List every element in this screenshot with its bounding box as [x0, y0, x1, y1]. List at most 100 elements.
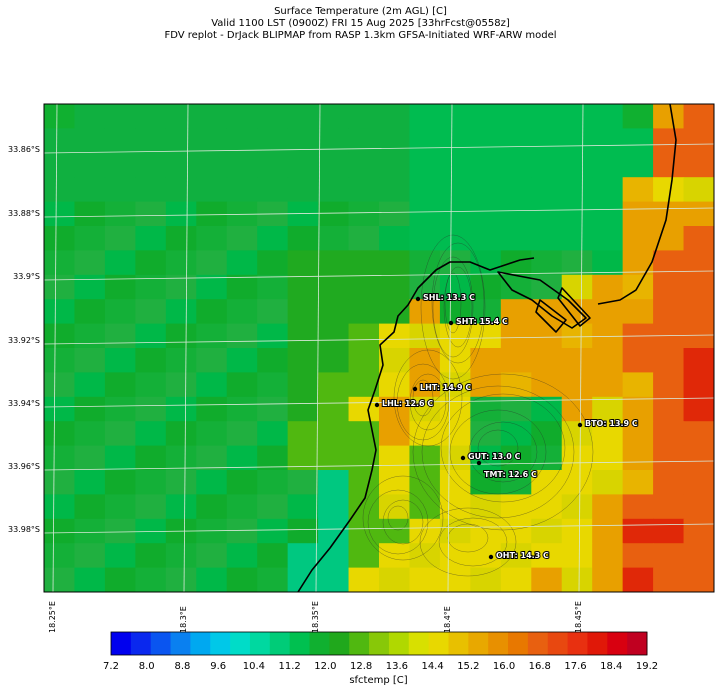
- grid-cell: [257, 128, 289, 154]
- latitude-line: [44, 460, 714, 471]
- grid-cell: [592, 421, 624, 447]
- grid-cell: [561, 518, 593, 544]
- grid-cell: [196, 470, 228, 495]
- grid-cell: [531, 226, 563, 251]
- grid-cell: [500, 348, 532, 373]
- grid-cell: [348, 543, 380, 569]
- grid-cell: [165, 396, 197, 422]
- colorbar-tick-label: 14.4: [421, 661, 444, 672]
- contour-line: [420, 234, 486, 380]
- grid-cell: [653, 128, 685, 154]
- grid-cell: [74, 128, 106, 154]
- station-bto-marker: [577, 422, 583, 428]
- grid-cell: [500, 250, 532, 276]
- grid-cell: [318, 177, 350, 203]
- station-sht-marker: [448, 320, 454, 326]
- grid-cell: [683, 543, 714, 569]
- colorbar-swatch: [269, 632, 291, 655]
- grid-cell: [622, 470, 654, 495]
- grid-cell: [226, 543, 258, 569]
- grid-cell: [196, 299, 228, 325]
- grid-cell: [104, 421, 136, 447]
- colorbar-swatch: [587, 632, 608, 655]
- latitude-line: [44, 270, 714, 281]
- grid-cell: [135, 299, 167, 325]
- grid-cell: [500, 104, 532, 129]
- grid-cell: [531, 128, 563, 154]
- colorbar-tick-label: 15.2: [457, 661, 480, 672]
- grid-cell: [318, 299, 350, 325]
- grid-cell: [439, 518, 471, 544]
- colorbar-tick-label: 11.2: [278, 661, 301, 672]
- grid-cell: [683, 567, 714, 592]
- grid-cell: [561, 323, 593, 349]
- grid-cell: [439, 323, 471, 349]
- grid-cell: [470, 494, 502, 520]
- grid-cell: [74, 201, 106, 227]
- grid-cell: [196, 445, 228, 471]
- grid-cell: [439, 250, 471, 276]
- grid-cell: [470, 128, 502, 154]
- grid-cell: [135, 104, 167, 129]
- grid-cell: [409, 543, 441, 569]
- map-title-line-3: FDV replot - DrJack BLIPMAP from RASP 1.…: [164, 30, 557, 41]
- grid-cell: [348, 518, 380, 544]
- grid-cell: [561, 226, 593, 251]
- grid-cell: [135, 470, 167, 495]
- grid-cell: [653, 518, 685, 544]
- grid-cell: [470, 274, 502, 300]
- grid-cell: [500, 152, 532, 178]
- grid-cell: [348, 470, 380, 495]
- colorbar-tick-label: 16.0: [492, 661, 516, 672]
- grid-cell: [622, 396, 654, 422]
- grid-cell: [74, 567, 106, 592]
- grid-cell: [561, 177, 593, 203]
- grid-cell: [500, 201, 532, 227]
- grid-cell: [531, 201, 563, 227]
- grid-cell: [379, 299, 411, 325]
- grid-cell: [592, 372, 624, 398]
- grid-cell: [74, 372, 106, 398]
- grid-cell: [592, 567, 624, 592]
- colorbar-swatch: [170, 632, 191, 655]
- grid-cell: [683, 396, 714, 422]
- grid-cell: [653, 372, 685, 398]
- grid-cell: [196, 348, 228, 373]
- grid-cell: [592, 177, 624, 203]
- grid-cell: [135, 543, 167, 569]
- grid-cell: [379, 372, 411, 398]
- colorbar-swatch: [508, 632, 529, 655]
- contour-line: [443, 266, 473, 348]
- grid-cell: [683, 494, 714, 520]
- grid-cell: [318, 396, 350, 422]
- grid-cell: [74, 348, 106, 373]
- grid-cell: [592, 201, 624, 227]
- grid-cell: [226, 299, 258, 325]
- grid-cell: [348, 152, 380, 178]
- colorbar-tick-label: 18.4: [600, 661, 623, 672]
- grid-cell: [683, 372, 714, 398]
- contour-line: [447, 523, 489, 553]
- grid-cell: [653, 104, 685, 129]
- grid-cell: [531, 372, 563, 398]
- grid-cell: [135, 201, 167, 227]
- grid-cell: [409, 226, 441, 251]
- grid-cell: [470, 104, 502, 129]
- coastline-segment: [297, 257, 535, 592]
- latitude-line: [44, 523, 714, 534]
- station-lht-marker: [412, 386, 418, 392]
- longitude-label: 18.4°E: [443, 606, 452, 633]
- grid-cell: [592, 152, 624, 178]
- grid-cell: [622, 128, 654, 154]
- graticule-lines: [44, 104, 714, 592]
- grid-cell: [500, 494, 532, 520]
- grid-cell: [226, 348, 258, 373]
- station-oht-label: OHT: 14.3 C: [496, 551, 549, 560]
- grid-cell: [683, 201, 714, 227]
- grid-cell: [379, 250, 411, 276]
- grid-cell: [135, 177, 167, 203]
- grid-cell: [165, 152, 197, 178]
- grid-cell: [287, 421, 319, 447]
- grid-cell: [257, 226, 289, 251]
- grid-cell: [318, 104, 350, 129]
